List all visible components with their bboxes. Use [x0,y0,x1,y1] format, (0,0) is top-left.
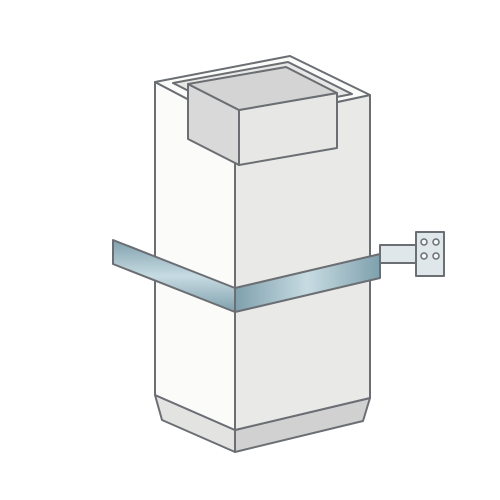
bracket-plate [416,232,444,276]
chimney-bracket-diagram [0,0,500,500]
bolt-hole [421,253,427,259]
bolt-hole [433,253,439,259]
bolt-hole [421,239,427,245]
bolt-hole [433,239,439,245]
